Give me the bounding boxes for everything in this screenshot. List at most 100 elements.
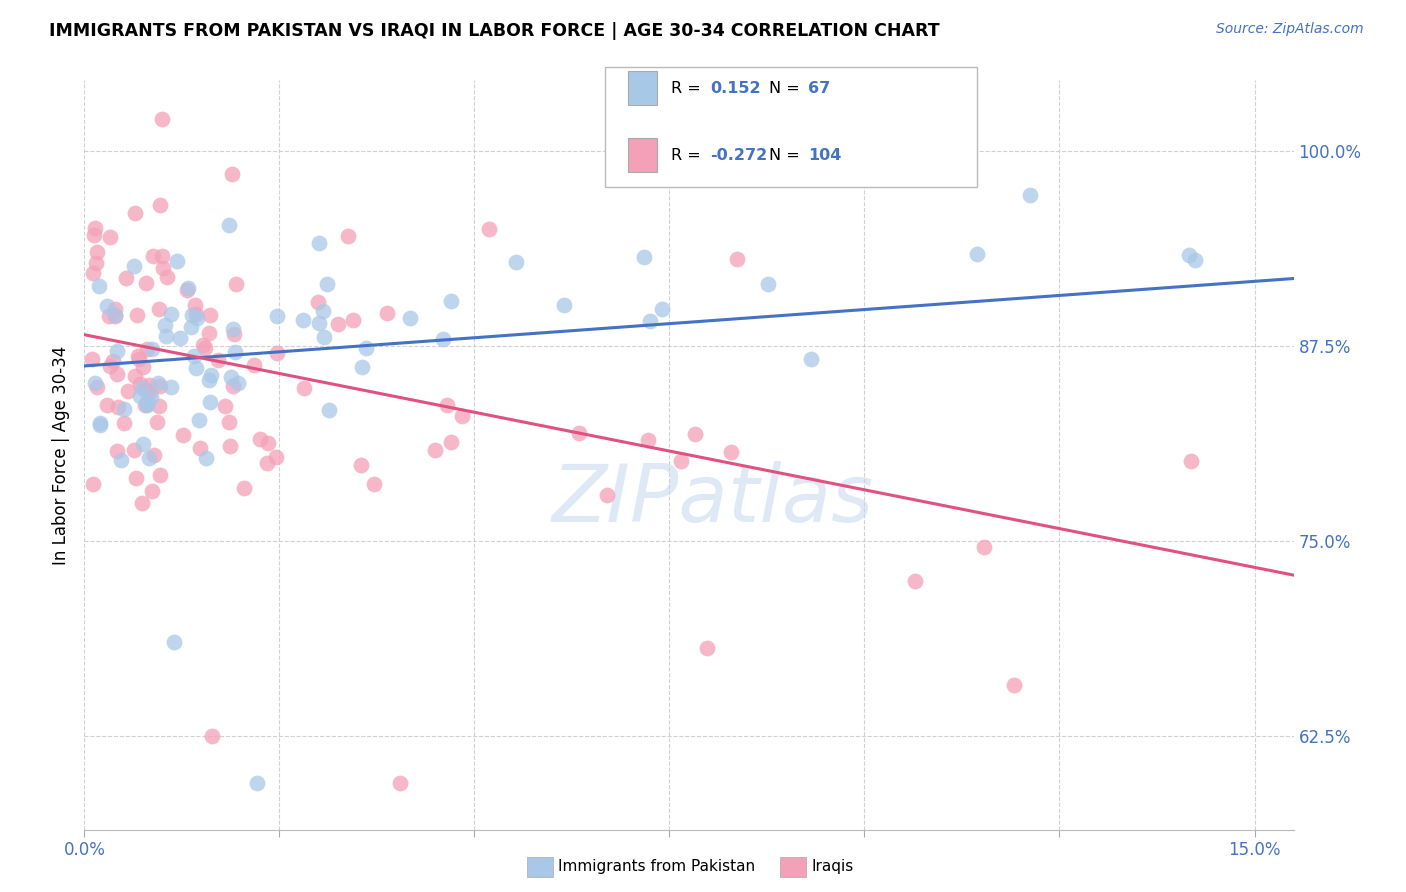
Point [685, 136, 707, 150]
Point [505, 255, 527, 269]
Point [86, 380, 108, 394]
Point [696, 641, 718, 656]
Point [201, 729, 224, 743]
Point [128, 376, 150, 391]
Point [180, 319, 202, 334]
Point [350, 359, 373, 374]
Point [553, 297, 575, 311]
Point [160, 380, 183, 394]
Point [132, 359, 155, 374]
Point [125, 471, 148, 485]
Point [363, 477, 385, 491]
Point [440, 435, 463, 450]
Point [135, 384, 157, 399]
Text: 0.152: 0.152 [710, 81, 761, 95]
Point [122, 442, 145, 457]
Point [314, 330, 336, 344]
Point [145, 415, 167, 429]
Point [1180, 454, 1202, 468]
Point [134, 383, 156, 397]
Point [436, 398, 458, 412]
Point [633, 250, 655, 264]
Point [98, 359, 121, 373]
Point [246, 776, 269, 790]
Point [97, 309, 120, 323]
Point [110, 452, 132, 467]
Point [225, 277, 247, 292]
Point [82, 477, 104, 491]
Point [432, 333, 454, 347]
Point [135, 276, 157, 290]
Point [127, 349, 149, 363]
Point [104, 309, 127, 323]
Point [82, 266, 104, 280]
Point [342, 313, 364, 327]
Point [1178, 248, 1201, 262]
Point [200, 368, 222, 382]
Point [172, 427, 194, 442]
Point [596, 488, 619, 502]
Point [222, 379, 245, 393]
Point [218, 219, 240, 233]
Point [184, 298, 207, 312]
Point [214, 400, 236, 414]
Point [105, 368, 128, 382]
Point [637, 434, 659, 448]
Point [176, 283, 198, 297]
Point [207, 352, 229, 367]
Point [149, 468, 172, 483]
Point [155, 318, 177, 333]
Point [163, 635, 186, 649]
Point [219, 369, 242, 384]
Point [337, 229, 360, 244]
Point [308, 235, 330, 250]
Point [356, 341, 378, 355]
Point [249, 433, 271, 447]
Point [423, 443, 446, 458]
Point [328, 317, 350, 331]
Point [222, 321, 245, 335]
Point [141, 484, 163, 499]
Point [1002, 678, 1025, 692]
Point [148, 301, 170, 316]
Point [671, 454, 693, 468]
Point [685, 427, 707, 442]
Point [218, 416, 240, 430]
Point [194, 341, 217, 355]
Point [117, 384, 139, 398]
Point [89, 418, 111, 433]
Point [186, 310, 208, 325]
Point [169, 331, 191, 345]
Point [136, 395, 159, 409]
Point [307, 295, 329, 310]
Text: -0.272: -0.272 [710, 148, 768, 162]
Point [150, 112, 173, 127]
Point [83, 376, 105, 391]
Point [312, 304, 335, 318]
Point [84, 255, 107, 269]
Point [142, 249, 165, 263]
Point [800, 352, 823, 367]
Point [226, 376, 249, 391]
Point [128, 351, 150, 366]
Point [138, 451, 160, 466]
Point [83, 220, 105, 235]
Point [152, 260, 174, 275]
Point [388, 776, 411, 790]
Point [107, 400, 129, 414]
Point [316, 277, 339, 291]
Point [124, 368, 146, 383]
Point [200, 308, 222, 322]
Point [96, 299, 118, 313]
Text: N =: N = [769, 148, 806, 162]
Text: 67: 67 [808, 81, 831, 95]
Point [155, 270, 177, 285]
Point [101, 354, 124, 368]
Point [650, 301, 672, 316]
Y-axis label: In Labor Force | Age 30-34: In Labor Force | Age 30-34 [52, 345, 70, 565]
Point [224, 345, 246, 359]
Point [135, 398, 157, 412]
Point [146, 376, 169, 390]
Text: ZIPatlas: ZIPatlas [553, 461, 875, 539]
Point [139, 384, 162, 399]
